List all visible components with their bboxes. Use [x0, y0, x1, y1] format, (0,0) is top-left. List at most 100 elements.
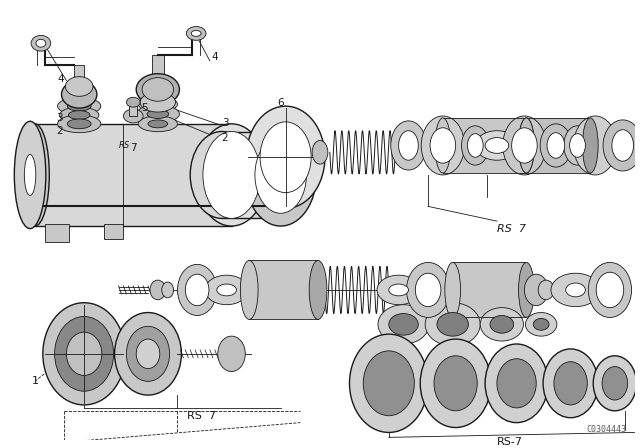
Ellipse shape — [203, 132, 260, 218]
Ellipse shape — [58, 97, 101, 115]
Polygon shape — [526, 118, 590, 173]
Ellipse shape — [54, 316, 114, 391]
Ellipse shape — [421, 116, 465, 175]
Ellipse shape — [148, 120, 168, 128]
Text: C0304443: C0304443 — [587, 426, 627, 435]
Ellipse shape — [186, 26, 206, 40]
Ellipse shape — [603, 120, 640, 171]
Ellipse shape — [485, 344, 548, 422]
Text: RS-7: RS-7 — [497, 437, 523, 448]
Ellipse shape — [391, 121, 426, 170]
Ellipse shape — [551, 273, 600, 306]
Polygon shape — [443, 118, 526, 173]
Ellipse shape — [61, 81, 97, 108]
Ellipse shape — [126, 326, 170, 381]
Ellipse shape — [309, 260, 327, 319]
Ellipse shape — [554, 362, 588, 405]
Ellipse shape — [435, 118, 451, 173]
Ellipse shape — [186, 274, 209, 306]
Text: 2: 2 — [56, 126, 63, 136]
Ellipse shape — [246, 106, 325, 208]
Ellipse shape — [588, 263, 632, 318]
Bar — [74, 65, 84, 86]
Ellipse shape — [148, 100, 168, 108]
Ellipse shape — [60, 107, 99, 123]
Ellipse shape — [467, 134, 483, 157]
Ellipse shape — [67, 332, 102, 375]
Ellipse shape — [255, 137, 307, 213]
Ellipse shape — [518, 118, 534, 173]
Ellipse shape — [217, 284, 236, 296]
Ellipse shape — [434, 356, 477, 411]
Ellipse shape — [245, 124, 316, 226]
Ellipse shape — [497, 359, 536, 408]
Ellipse shape — [566, 283, 586, 297]
Polygon shape — [249, 260, 318, 319]
Ellipse shape — [430, 128, 456, 163]
Ellipse shape — [573, 116, 617, 175]
Ellipse shape — [388, 284, 408, 296]
Polygon shape — [221, 132, 281, 218]
Ellipse shape — [538, 280, 554, 300]
Text: RS: RS — [118, 141, 130, 150]
Ellipse shape — [136, 339, 160, 369]
Ellipse shape — [67, 101, 91, 111]
Ellipse shape — [612, 130, 634, 161]
Ellipse shape — [138, 116, 177, 132]
Ellipse shape — [533, 319, 549, 330]
Ellipse shape — [570, 134, 586, 157]
Ellipse shape — [20, 124, 49, 226]
Ellipse shape — [190, 132, 253, 218]
Ellipse shape — [445, 263, 461, 318]
Bar — [104, 224, 124, 239]
Ellipse shape — [218, 336, 245, 371]
Ellipse shape — [58, 115, 101, 133]
Ellipse shape — [138, 96, 177, 112]
Ellipse shape — [476, 131, 518, 160]
Ellipse shape — [437, 313, 468, 336]
Ellipse shape — [162, 282, 173, 298]
Ellipse shape — [136, 105, 179, 123]
Text: 4: 4 — [212, 52, 218, 62]
Text: RS  7: RS 7 — [497, 224, 526, 234]
Ellipse shape — [378, 305, 429, 344]
Text: 5: 5 — [141, 103, 148, 113]
Ellipse shape — [399, 131, 419, 160]
Ellipse shape — [136, 74, 179, 105]
Ellipse shape — [406, 263, 450, 318]
Ellipse shape — [67, 119, 91, 129]
Ellipse shape — [43, 303, 125, 405]
Ellipse shape — [65, 77, 93, 96]
Text: 2: 2 — [221, 133, 228, 142]
Bar — [152, 55, 164, 82]
Text: 6: 6 — [277, 98, 284, 108]
Ellipse shape — [461, 126, 489, 165]
Ellipse shape — [547, 133, 564, 158]
Ellipse shape — [126, 97, 140, 107]
Polygon shape — [452, 263, 526, 318]
Ellipse shape — [36, 39, 46, 47]
Ellipse shape — [364, 351, 414, 416]
Ellipse shape — [249, 132, 312, 218]
Ellipse shape — [490, 315, 514, 333]
Ellipse shape — [524, 274, 548, 306]
Ellipse shape — [124, 109, 143, 123]
Bar — [45, 224, 69, 242]
Ellipse shape — [241, 260, 258, 319]
Text: 1: 1 — [31, 376, 38, 386]
Ellipse shape — [596, 272, 624, 308]
Ellipse shape — [147, 110, 169, 118]
Text: 3: 3 — [56, 113, 63, 123]
Text: RS  7: RS 7 — [188, 411, 216, 421]
Ellipse shape — [312, 141, 328, 164]
Text: 4: 4 — [58, 73, 65, 84]
Ellipse shape — [485, 138, 509, 153]
Polygon shape — [35, 124, 232, 226]
Ellipse shape — [150, 280, 166, 300]
Bar — [129, 104, 137, 116]
Ellipse shape — [196, 124, 268, 226]
Ellipse shape — [518, 263, 534, 318]
Ellipse shape — [518, 118, 534, 173]
Ellipse shape — [31, 35, 51, 51]
Ellipse shape — [415, 273, 441, 306]
